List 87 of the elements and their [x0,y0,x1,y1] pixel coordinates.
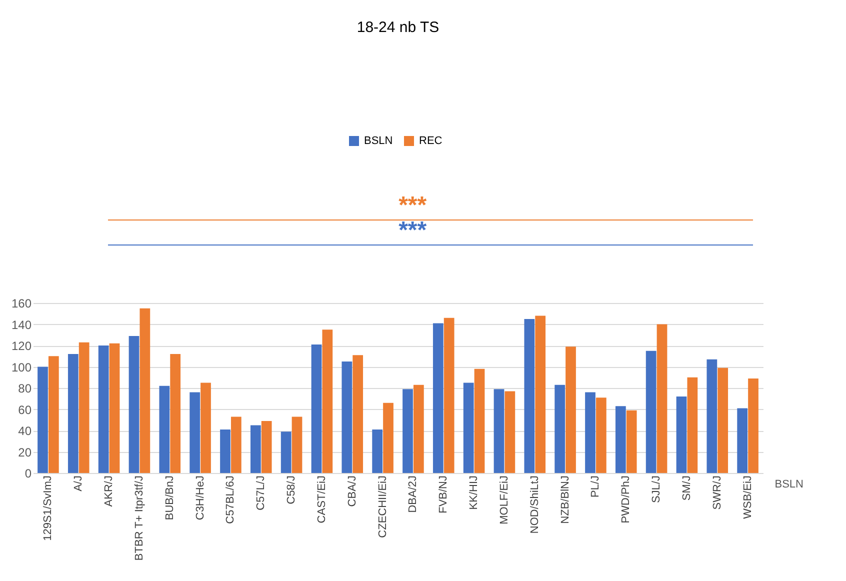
x-tick-label: BTBR T+ Itpr3tf/J [133,476,146,561]
bar [322,330,333,473]
x-tick-label: C3H/HeJ [194,476,206,520]
bar [737,408,748,473]
x-tick-label: SJL/J [650,476,663,504]
bar [626,410,637,473]
x-tick-label: WSB/EiJ [742,476,754,519]
legend-label: BSLN [364,135,393,147]
x-tick-label: NZB/BlNJ [559,476,572,524]
bar [615,406,626,473]
bar [261,420,272,473]
text: *** [398,217,428,244]
x-tick-label: C57L/J [255,476,268,510]
x-tick-label: SM/J [680,476,693,501]
bar [109,343,120,473]
x-tick-label: KK/HIJ [468,476,480,510]
bar [656,324,668,473]
bar [140,308,150,473]
bar [646,350,656,473]
bar [280,432,292,473]
text: *** [398,192,428,219]
bar [474,368,485,473]
y-tick-label: 80 [18,382,32,396]
y-tick-label: 60 [18,402,32,417]
x-tick-label: CZECHII/EiJ [376,476,389,538]
y-tick-label: 20 [18,445,32,460]
y-tick-label: 140 [11,318,32,332]
bar [413,384,424,473]
y-tick-label: 100 [11,360,32,374]
bar [432,323,444,473]
bar [38,366,48,473]
y-tick-label: 120 [11,339,32,353]
y-tick-label: 160 [11,296,32,310]
bar [676,396,687,473]
x-tick-label: BUB/BnJ [164,476,176,520]
bar [504,391,516,473]
x-tick-label: C57BL/6J [224,476,237,524]
x-tick-label: CAST/EiJ [316,476,328,524]
x-tick-label: NOD/ShiLtJ [528,476,541,534]
x-tick-label: SWR/J [711,476,724,510]
bar [250,425,261,473]
bar [230,416,242,473]
bar [706,359,718,473]
bar [596,398,606,473]
bar [535,316,546,473]
bar [352,355,364,473]
bar [494,389,504,473]
bar [463,382,474,473]
bar [159,386,170,473]
bar [383,402,394,473]
chart-title: 18-24 nb TS [356,19,440,36]
bar [128,336,140,473]
bar [554,384,566,473]
bar [170,354,181,473]
bar [748,378,758,473]
bar [78,342,90,473]
bar [566,346,576,473]
x-tick-label: PWD/PhJ [620,476,632,524]
bar [524,318,535,473]
y-tick-label: 0 [24,466,32,480]
bar [200,382,211,473]
bar [292,416,302,473]
x-tick-label: PL/J [590,476,602,498]
x-tick-label: FVB/NJ [438,476,450,514]
bar [402,389,413,473]
x-tick-label: CBA/J [346,476,358,507]
bar [220,429,230,473]
bar [48,356,59,473]
bar [444,318,454,473]
x-tick-label: MOLF/EiJ [498,476,510,524]
x-tick-label: DBA/2J [407,476,420,513]
x-axis-title: BSLN [774,478,804,490]
bar [342,361,352,473]
bar [190,392,200,473]
bar [585,392,596,473]
x-tick-label: A/J [72,476,85,492]
bar [372,429,383,473]
legend-label: REC [419,135,442,147]
bar [311,344,322,473]
bar [718,368,728,473]
bar [687,377,698,473]
bar [98,346,109,473]
y-tick-label: 40 [18,424,32,438]
x-tick-label: AKR/J [103,476,116,507]
x-tick-label: 129S1/SvImJ [42,476,54,541]
x-tick-label: C58/J [286,476,298,504]
bar [68,354,78,473]
